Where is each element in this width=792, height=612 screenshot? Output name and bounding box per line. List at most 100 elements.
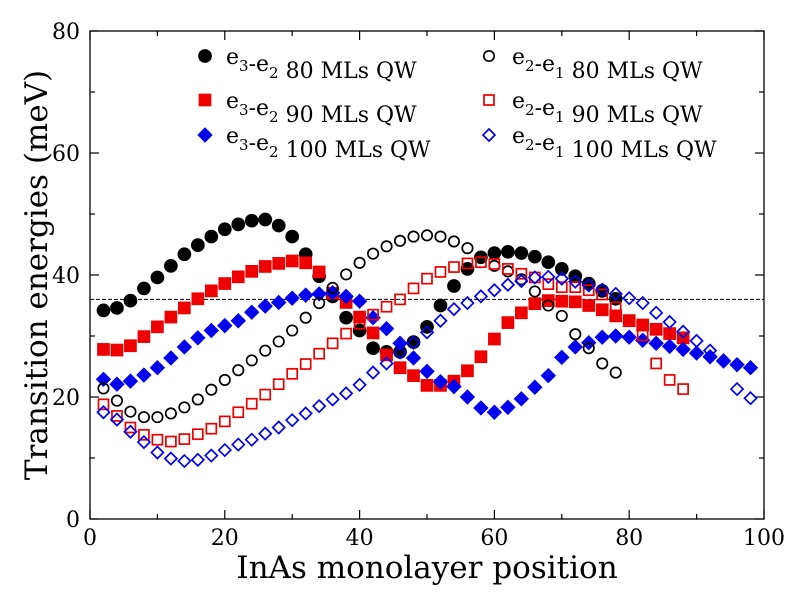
data-point bbox=[218, 277, 232, 290]
y-tick-label: 80 bbox=[52, 20, 80, 45]
data-point bbox=[609, 309, 623, 323]
data-point bbox=[97, 382, 110, 395]
data-point bbox=[662, 314, 677, 330]
data-point bbox=[217, 222, 232, 237]
legend-entry-label: e3-e2 80 MLs QW bbox=[226, 45, 417, 84]
data-point bbox=[542, 299, 555, 312]
legend-text-part: e bbox=[512, 89, 525, 114]
data-point bbox=[595, 284, 610, 298]
legend-entry-label: e2-e1 80 MLs QW bbox=[512, 45, 703, 84]
data-point bbox=[244, 213, 259, 228]
data-point bbox=[488, 258, 501, 270]
data-point bbox=[555, 309, 568, 322]
data-point bbox=[568, 274, 583, 289]
data-point bbox=[555, 294, 569, 308]
data-point bbox=[649, 322, 663, 336]
data-point bbox=[258, 426, 273, 441]
data-point bbox=[502, 263, 514, 275]
data-point bbox=[527, 270, 543, 285]
data-point bbox=[164, 310, 178, 324]
data-point bbox=[528, 297, 542, 311]
data-point bbox=[259, 344, 272, 357]
axis-ticks: 0 20 40 60 80 100 0 20 40 60 80 bbox=[52, 20, 785, 551]
data-point bbox=[448, 261, 460, 273]
legend-text-part: e bbox=[512, 124, 525, 149]
data-point bbox=[663, 327, 676, 340]
legend-subscript: 2 bbox=[269, 143, 279, 161]
x-tick-label: 100 bbox=[743, 526, 785, 551]
x-tick-label: 40 bbox=[346, 526, 374, 551]
data-point bbox=[582, 299, 596, 312]
y-axis-title: Transition energies (meV) bbox=[19, 70, 55, 480]
data-point bbox=[623, 314, 636, 326]
x-tick-label: 80 bbox=[615, 526, 643, 551]
data-point bbox=[257, 298, 273, 314]
legend-text-part: 90 MLs QW bbox=[565, 103, 703, 128]
data-point bbox=[500, 277, 516, 292]
data-point bbox=[218, 373, 231, 386]
data-point bbox=[594, 329, 610, 345]
data-point bbox=[555, 281, 568, 294]
data-point bbox=[203, 322, 220, 339]
data-point bbox=[648, 335, 664, 352]
legend-text-part: 100 MLs QW bbox=[279, 138, 431, 163]
data-point bbox=[191, 292, 205, 306]
data-point bbox=[487, 246, 502, 260]
legend-subscript: 2 bbox=[269, 64, 279, 82]
data-point bbox=[716, 353, 731, 368]
data-point bbox=[136, 367, 152, 383]
data-point bbox=[190, 238, 205, 252]
legend-subscript: 3 bbox=[239, 57, 249, 75]
data-point bbox=[581, 278, 596, 293]
data-point bbox=[688, 345, 705, 361]
data-point bbox=[675, 341, 691, 358]
data-point bbox=[177, 453, 192, 469]
data-point bbox=[446, 301, 462, 317]
data-point bbox=[367, 308, 379, 321]
data-point bbox=[313, 347, 326, 360]
data-point bbox=[514, 246, 529, 260]
data-point bbox=[244, 432, 259, 447]
data-point bbox=[419, 325, 435, 340]
data-point bbox=[621, 290, 637, 306]
data-point bbox=[648, 305, 664, 321]
data-point bbox=[501, 244, 515, 259]
data-point bbox=[178, 301, 191, 315]
data-point bbox=[326, 337, 339, 350]
data-point bbox=[434, 266, 447, 278]
data-point bbox=[176, 339, 193, 355]
data-point bbox=[394, 293, 406, 306]
data-point bbox=[596, 288, 609, 301]
y-tick-label: 60 bbox=[52, 142, 80, 167]
data-point bbox=[582, 284, 595, 297]
data-point bbox=[124, 405, 137, 418]
data-point bbox=[151, 411, 164, 424]
data-point bbox=[151, 320, 164, 334]
data-point bbox=[486, 404, 503, 420]
legend-marker bbox=[483, 94, 495, 106]
y-tick-label: 40 bbox=[52, 264, 80, 289]
data-point bbox=[258, 260, 272, 273]
data-point bbox=[96, 405, 111, 420]
data-point bbox=[271, 294, 287, 311]
data-point bbox=[258, 212, 273, 227]
legend-text-part: 80 MLs QW bbox=[565, 59, 703, 84]
data-point bbox=[204, 284, 218, 298]
legend-text-part: e bbox=[256, 52, 269, 77]
data-point bbox=[271, 218, 286, 233]
data-point bbox=[527, 379, 543, 395]
legend-subscript: 2 bbox=[525, 101, 535, 119]
data-point bbox=[663, 374, 676, 386]
data-point bbox=[340, 327, 352, 340]
data-point bbox=[353, 256, 366, 269]
data-point bbox=[312, 265, 326, 279]
data-point bbox=[635, 295, 650, 311]
data-point bbox=[729, 381, 745, 397]
data-point bbox=[325, 392, 340, 407]
data-point bbox=[474, 350, 488, 364]
data-point bbox=[392, 335, 408, 352]
data-point bbox=[405, 350, 422, 366]
data-point bbox=[163, 451, 179, 466]
data-point bbox=[407, 230, 420, 243]
